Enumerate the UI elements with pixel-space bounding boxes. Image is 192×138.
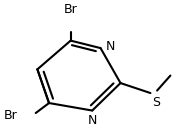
Text: N: N	[106, 40, 115, 53]
Text: Br: Br	[64, 3, 78, 16]
Text: Br: Br	[4, 109, 17, 122]
Text: N: N	[88, 114, 97, 127]
Text: S: S	[152, 95, 160, 109]
